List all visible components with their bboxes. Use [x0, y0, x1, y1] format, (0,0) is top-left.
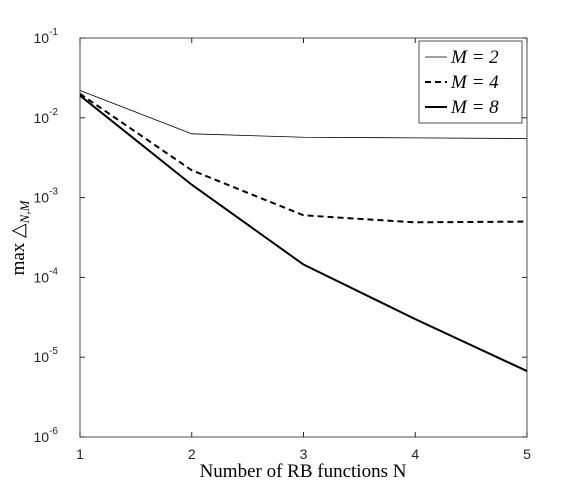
y-label-main: max △	[8, 223, 29, 275]
y-tick-base: 10	[34, 429, 50, 445]
y-axis-label: max △N,M	[8, 199, 32, 275]
x-tick-label: 4	[411, 446, 419, 462]
x-tick-label: 5	[523, 446, 531, 462]
series-line	[79, 90, 528, 139]
y-tick-base: 10	[34, 190, 50, 206]
y-tick-label: 10-3	[34, 187, 59, 206]
y-tick-exponent: -3	[49, 187, 58, 198]
legend-label: M = 2	[450, 47, 499, 68]
y-tick-label: 10-1	[34, 27, 59, 46]
y-tick-exponent: -5	[49, 346, 58, 357]
y-tick-base: 10	[34, 30, 50, 46]
series-line	[79, 92, 528, 224]
x-axis-label: Number of RB functions N	[200, 461, 407, 482]
y-tick-exponent: -1	[49, 27, 58, 38]
y-tick-exponent: -4	[49, 266, 58, 277]
y-tick-base: 10	[34, 269, 50, 285]
y-tick-label: 10-5	[34, 346, 59, 365]
y-tick-base: 10	[34, 349, 50, 365]
x-tick-label: 1	[76, 446, 84, 462]
y-tick-label: 10-2	[34, 107, 59, 126]
y-tick-label: 10-6	[34, 426, 59, 445]
y-tick-exponent: -6	[49, 426, 58, 437]
x-tick-label: 2	[188, 446, 196, 462]
y-tick-label: 10-4	[34, 266, 59, 285]
x-tick-label: 3	[300, 446, 308, 462]
y-label-sub: N,M	[17, 199, 32, 224]
y-tick-base: 10	[34, 110, 50, 126]
legend-label: M = 8	[450, 97, 499, 118]
y-tick-exponent: -2	[49, 107, 58, 118]
series-line	[79, 94, 528, 372]
legend-label: M = 4	[450, 72, 499, 93]
